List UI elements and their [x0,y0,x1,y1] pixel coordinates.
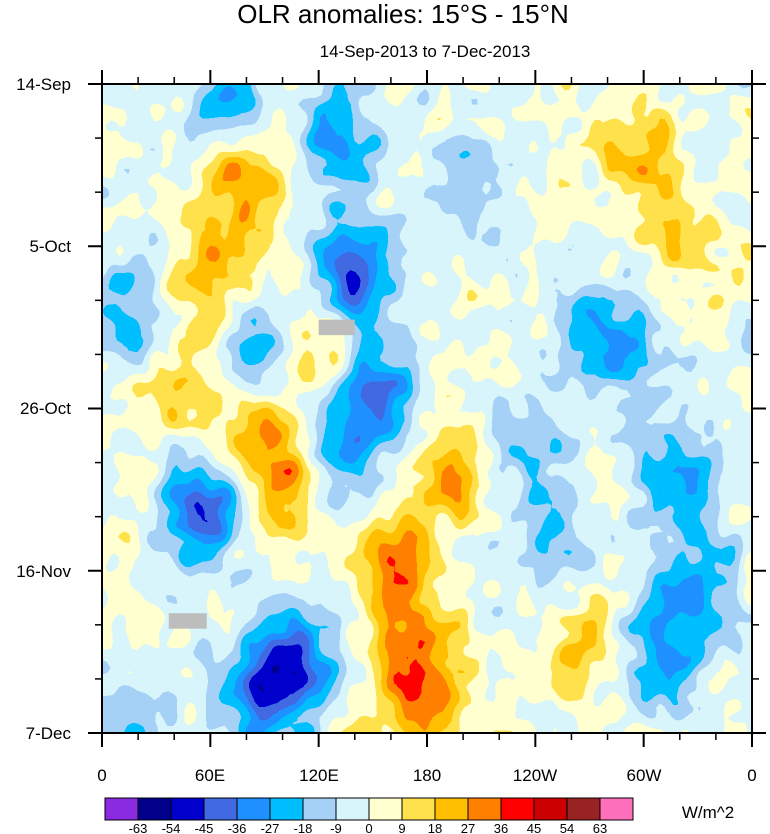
x-tick-label: 0 [97,766,106,785]
colorbar-label: -18 [294,821,313,834]
colorbar-label: 63 [593,821,607,834]
colorbar-swatch [368,797,403,821]
y-tick-label: 16-Nov [16,562,71,581]
colorbar-swatch [401,797,436,821]
colorbar-label: -54 [162,821,181,834]
colorbar-swatch [170,797,205,821]
axis-ticks [88,70,766,747]
colorbar-swatch [533,797,568,821]
colorbar-swatch [500,797,535,821]
heatmap-field [102,84,752,733]
colorbar-label: 0 [365,821,372,834]
anomaly-field-image [102,84,752,733]
colorbar-label: -63 [129,821,148,834]
colorbar-swatch [599,797,634,821]
y-tick-label: 7-Dec [26,724,72,743]
x-axis-labels: 0 60E 120E 180 120W 60W 0 [97,766,756,785]
colorbar-swatch [566,797,601,821]
x-tick-label: 0 [747,766,756,785]
colorbar-units: W/m^2 [682,803,734,822]
x-tick-label: 180 [413,766,441,785]
chart-title: OLR anomalies: 15°S - 15°N [237,0,569,29]
x-tick-label: 120E [299,766,339,785]
colorbar-label: 36 [494,821,508,834]
colorbar-swatch [335,797,370,821]
colorbar-swatch [104,797,139,821]
colorbar-swatch [203,797,238,821]
colorbar-label: 54 [560,821,574,834]
y-tick-label: 26-Oct [20,399,71,418]
y-tick-label: 5-Oct [29,237,71,256]
colorbar-swatch [137,797,172,821]
y-axis-labels: 14-Sep 5-Oct 26-Oct 16-Nov 7-Dec [16,75,71,743]
colorbar-label: -27 [261,821,280,834]
x-tick-label: 60W [627,766,662,785]
colorbar-swatch [269,797,304,821]
colorbar-label: 9 [398,821,405,834]
colorbar-label: 45 [527,821,541,834]
y-tick-label: 14-Sep [16,75,71,94]
colorbar-swatch [236,797,271,821]
missing-data-box [318,319,355,336]
colorbar-swatch [434,797,469,821]
colorbar-swatch [302,797,337,821]
missing-data-layer [168,319,355,629]
colorbar-swatch [467,797,502,821]
colorbar-label: -9 [330,821,342,834]
x-tick-label: 120W [513,766,557,785]
missing-data-box [168,613,207,629]
colorbar-label: 27 [461,821,475,834]
colorbar-label: 18 [428,821,442,834]
colorbar-label: -45 [195,821,214,834]
chart-subtitle: 14-Sep-2013 to 7-Dec-2013 [320,42,531,61]
colorbar-label: -36 [228,821,247,834]
x-tick-label: 60E [195,766,225,785]
colorbar: -63 -54 -45 -36 -27 -18 -9 0 9 18 27 36 45 54 63 [104,797,634,834]
